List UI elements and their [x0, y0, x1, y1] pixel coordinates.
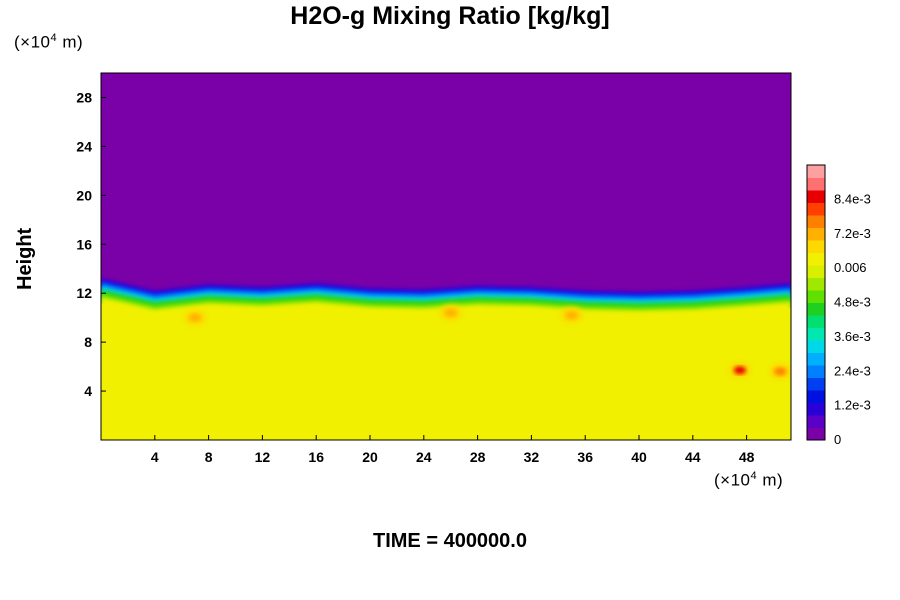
y-tick-label: 16 [76, 236, 92, 252]
colorbar-segment [807, 227, 825, 241]
colorbar-segment [807, 315, 825, 328]
colorbar-segment [807, 240, 825, 253]
x-tick-label: 40 [631, 449, 647, 465]
colorbar-segment [807, 427, 825, 441]
colorbar-tick-label: 3.6e-3 [834, 329, 871, 344]
hotspot-3 [560, 307, 583, 324]
plot-area [101, 73, 791, 440]
y-tick-label: 20 [76, 187, 92, 203]
x-tick-label: 32 [524, 449, 540, 465]
colorbar-segment [807, 340, 825, 353]
x-tick-label: 44 [685, 449, 701, 465]
colorbar-tick-label: 1.2e-3 [834, 398, 871, 413]
hotspot-1 [769, 363, 791, 380]
colorbar-tick-label: 7.2e-3 [834, 226, 871, 241]
plot-frame [100, 72, 792, 441]
colorbar-segment [807, 402, 825, 416]
x-tick-label: 36 [577, 449, 593, 465]
colorbar-segment [807, 327, 825, 341]
hotspot-0 [728, 362, 751, 379]
colorbar-segment [807, 165, 825, 178]
hotspot-2 [184, 309, 207, 326]
colorbar: 0 1.2e-3 2.4e-3 3.6e-3 4.8e-3 0.006 7.2e-3 8.4e… [806, 164, 871, 447]
colorbar-segment [807, 190, 825, 203]
colorbar-segment [807, 277, 825, 291]
colorbar-tick-label: 4.8e-3 [834, 295, 871, 310]
y-axis: 4 8 12 16 20 24 28 [76, 89, 106, 399]
colorbar-segment [807, 365, 825, 378]
colorbar-segment [807, 290, 825, 303]
colorbar-tick-label: 0.006 [834, 260, 867, 275]
y-tick-label: 12 [76, 285, 92, 301]
colorbar-segment [807, 265, 825, 278]
colorbar-segment [807, 352, 825, 366]
y-tick-label: 28 [76, 89, 92, 105]
time-label: TIME = 400000.0 [373, 530, 527, 552]
chart-title: H2O-g Mixing Ratio [kg/kg] [290, 2, 610, 30]
colorbar-segment [807, 390, 825, 403]
colorbar-tick-label: 2.4e-3 [834, 363, 871, 378]
y-tick-label: 24 [76, 138, 92, 154]
moist-layer [101, 302, 791, 440]
colorbar-tick-label: 8.4e-3 [834, 191, 871, 206]
x-tick-label: 8 [205, 449, 213, 465]
y-tick-label: 8 [84, 334, 92, 350]
colorbar-segment [807, 202, 825, 216]
colorbar-frame [806, 164, 826, 441]
x-tick-label: 20 [362, 449, 378, 465]
x-tick-label: 16 [308, 449, 324, 465]
x-tick-label: 24 [416, 449, 432, 465]
colorbar-segment [807, 377, 825, 391]
colorbar-tick-label: 0 [834, 432, 841, 447]
colorbar-segment [807, 415, 825, 428]
colorbar-segment [807, 252, 825, 266]
x-tick-label: 28 [470, 449, 486, 465]
x-tick-label: 12 [255, 449, 271, 465]
x-tick-label: 48 [739, 449, 755, 465]
y-axis-unit: (×104 m) [14, 32, 84, 52]
y-tick-label: 4 [84, 383, 92, 399]
colorbar-segment [807, 215, 825, 228]
x-tick-label: 4 [151, 449, 159, 465]
x-axis: 4 8 12 16 20 24 28 32 36 40 44 48 [151, 435, 755, 465]
hotspot-4 [439, 304, 462, 321]
colorbar-segment [807, 302, 825, 316]
colorbar-segment [807, 177, 825, 191]
x-axis-unit: (×104 m) [714, 470, 784, 490]
